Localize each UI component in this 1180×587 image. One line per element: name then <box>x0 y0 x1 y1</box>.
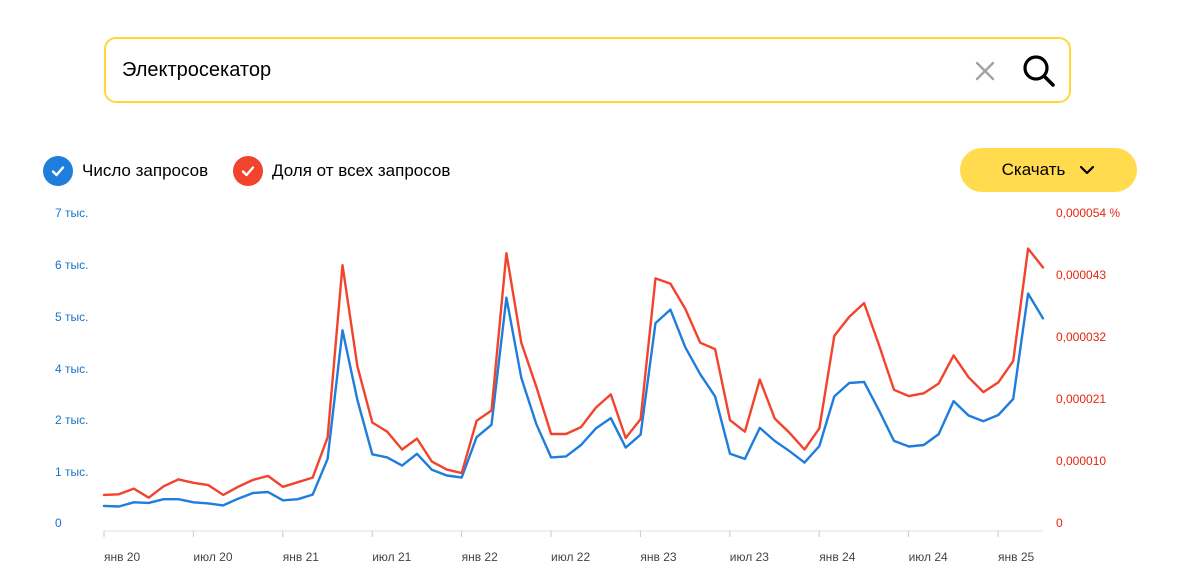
series-line-count <box>102 292 1045 508</box>
download-label: Скачать <box>1001 160 1066 179</box>
check-icon <box>43 156 73 186</box>
x-axis-tick: янв 23 <box>640 550 677 564</box>
right-axis-tick: 0 <box>1056 516 1063 530</box>
x-axis-tick: янв 20 <box>104 550 141 564</box>
x-axis-tick: июл 20 <box>193 550 232 564</box>
x-axis-tick: янв 22 <box>462 550 499 564</box>
right-axis-tick: 0,000032 <box>1056 330 1106 344</box>
legend-toggle-count[interactable]: Число запросов <box>43 156 208 186</box>
legend-toggle-share[interactable]: Доля от всех запросов <box>233 156 450 186</box>
series-line-share <box>102 247 1045 499</box>
x-axis-tick: июл 22 <box>551 550 590 564</box>
right-axis-tick: 0,000043 <box>1056 268 1106 282</box>
right-axis-tick: 0,000054 % <box>1056 206 1120 220</box>
left-axis-tick: 4 тыс. <box>55 362 88 376</box>
left-axis-tick: 5 тыс. <box>55 310 88 324</box>
search-input[interactable] <box>122 39 942 101</box>
x-axis-tick: июл 23 <box>730 550 769 564</box>
x-axis-tick: янв 24 <box>819 550 856 564</box>
download-button[interactable]: Скачать <box>960 148 1137 192</box>
search-button[interactable] <box>1021 53 1057 89</box>
search-box <box>104 37 1071 103</box>
left-axis-tick: 0 <box>55 516 62 530</box>
left-axis-tick: 1 тыс. <box>55 465 88 479</box>
left-axis-tick: 6 тыс. <box>55 258 88 272</box>
x-axis-tick: июл 24 <box>909 550 948 564</box>
legend-label-share: Доля от всех запросов <box>272 161 451 180</box>
legend-label-count: Число запросов <box>82 161 209 180</box>
x-axis-tick: янв 21 <box>283 550 320 564</box>
x-axis-tick: июл 21 <box>372 550 411 564</box>
chevron-down-icon <box>1080 165 1095 175</box>
left-axis-tick: 2 тыс. <box>55 413 88 427</box>
check-icon <box>233 156 263 186</box>
right-axis-tick: 0,000010 <box>1056 454 1106 468</box>
left-axis-tick: 7 тыс. <box>55 206 88 220</box>
x-axis-tick: янв 25 <box>998 550 1035 564</box>
right-axis-tick: 0,000021 <box>1056 392 1106 406</box>
close-icon <box>975 61 995 81</box>
search-icon <box>1023 55 1055 87</box>
clear-button[interactable] <box>971 57 999 85</box>
